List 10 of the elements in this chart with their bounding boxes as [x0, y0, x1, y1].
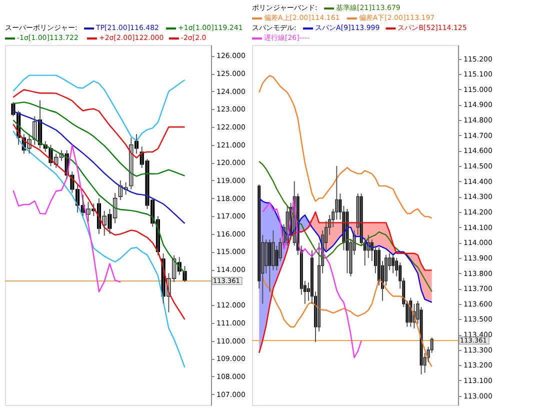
line-series	[12, 144, 122, 292]
line-series	[258, 160, 432, 292]
line-series	[12, 102, 186, 177]
line-series	[258, 75, 432, 219]
line-series	[12, 130, 186, 368]
line-series	[262, 196, 362, 358]
line-series	[12, 124, 186, 320]
line-series	[258, 211, 432, 354]
line-series	[258, 198, 432, 303]
line-series	[12, 110, 186, 224]
